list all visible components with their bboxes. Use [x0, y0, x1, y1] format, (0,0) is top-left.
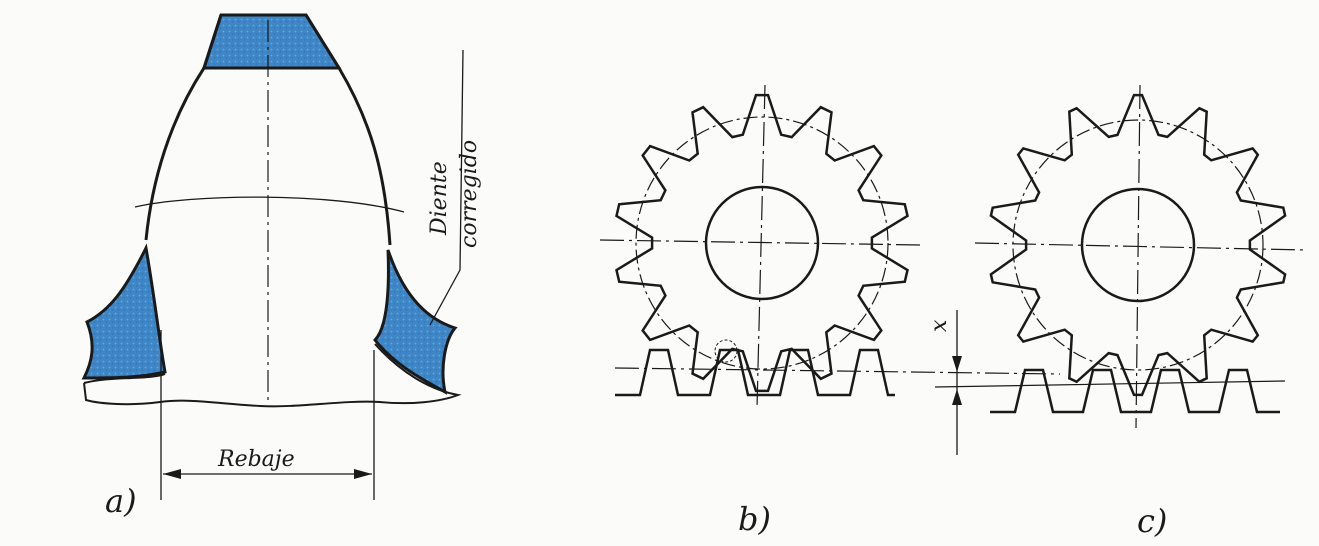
gear-c-outline: [989, 93, 1287, 397]
undercut-right: [372, 249, 458, 395]
gear-c-vertical-axis: [1135, 84, 1141, 429]
tooth-left-flank: [144, 14, 223, 241]
interference-marker: [714, 339, 738, 363]
tooth-tip-highlight: [201, 13, 342, 70]
panel-b-label: b): [738, 500, 771, 538]
panel-a: Rebaje a) Diente corregido: [81, 13, 482, 520]
gear-c-horizontal-axis: [974, 242, 1306, 251]
note-text-group: Diente: [427, 161, 452, 236]
note-text-line2: corregido: [457, 140, 482, 248]
dim-arrow-right: [354, 469, 372, 479]
rebaje-label: Rebaje: [217, 447, 295, 472]
offset-arrow-bottom: [952, 389, 962, 405]
gear-b-vertical-axis: [756, 84, 766, 409]
panel-c: x c): [927, 84, 1306, 540]
panel-b: b): [599, 84, 1061, 538]
pitch-line-a: [134, 196, 405, 213]
gear-b-pitch-circle: [635, 116, 889, 370]
rack-c-profile: [990, 368, 1280, 414]
panel-a-label: a): [105, 482, 137, 520]
rack-c-shifted-pitch-line: [934, 380, 1286, 388]
offset-label: x: [927, 319, 952, 332]
note-text-line1: Diente: [427, 161, 452, 236]
rack-b-pitch-line: [614, 367, 1061, 375]
tooth-base-outline: [83, 343, 462, 408]
gear-b-bore: [704, 185, 820, 301]
dim-arrow-left: [163, 469, 181, 479]
undercut-left: [81, 243, 167, 380]
note-leader-line: [429, 49, 464, 326]
gear-c-pitch-circle: [1012, 119, 1264, 371]
rack-b-profile: [615, 348, 895, 397]
note-text-group-2: corregido: [457, 140, 482, 248]
offset-arrow-top: [952, 356, 962, 372]
offset-label-group: x: [927, 319, 952, 332]
tooth-right-flank: [304, 14, 392, 246]
panel-c-label: c): [1137, 502, 1167, 540]
